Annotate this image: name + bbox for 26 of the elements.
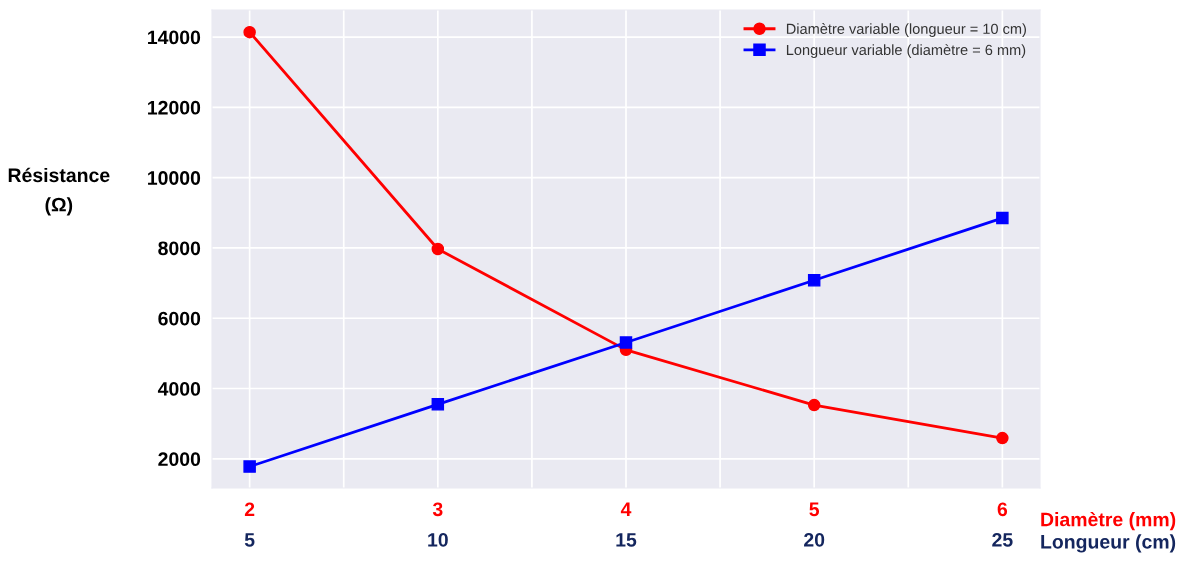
x2-tick-label: 20 [804,532,825,547]
x-tick-label: 2 [244,502,255,516]
x-tick-label: 5 [809,502,820,517]
legend-label: Longueur variable (diamètre = 6 mm) [786,44,1026,58]
x-axis-title: Diamètre (mm) [1041,511,1176,531]
point [996,431,1009,445]
point [243,25,256,39]
y-tick-label: 6000 [158,311,201,326]
x2-axis-title: Longueur (cm) [1041,534,1176,553]
x2-tick-label: 15 [616,533,637,547]
x-tick-label: 3 [432,502,443,517]
x-tick-label: 4 [620,502,632,516]
point [807,398,821,412]
point [431,242,445,256]
y-axis-title: Résistance (Ω) [8,167,110,216]
x2-tick-label: 5 [244,533,255,547]
y-tick-label: 8000 [158,241,201,256]
y-tick-label: 2000 [158,452,201,467]
y-tick-label: 10000 [148,171,201,185]
legend-label: Diamètre variable (longueur = 10 cm) [786,23,1026,37]
y-tick-label: 14000 [148,30,201,45]
y-tick-label: 12000 [148,100,201,115]
x2-tick-label: 10 [428,532,448,547]
y-tick-label: 4000 [157,382,201,396]
x2-tick-label: 25 [992,532,1013,547]
x-tick-label: 6 [997,502,1008,517]
